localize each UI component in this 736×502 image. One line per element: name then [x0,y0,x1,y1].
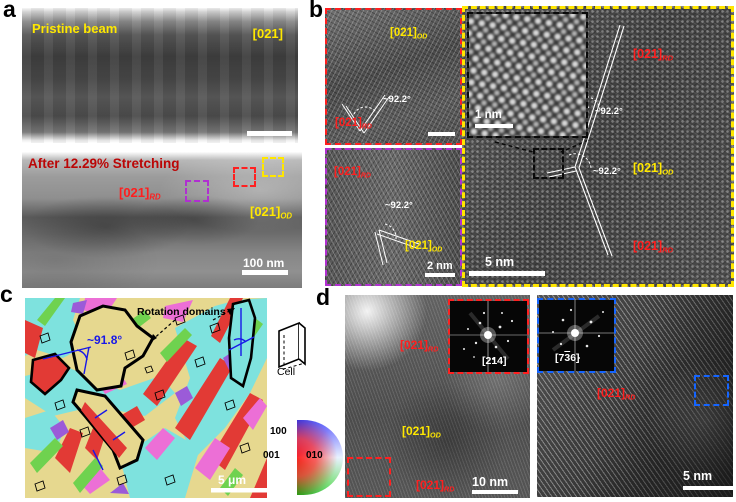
color-key-label-100: 100 [270,426,287,437]
purple-roi-box [185,180,209,202]
scale-bar [242,270,288,275]
fft-zone-axis-214: [214] [482,355,507,367]
scale-bar [247,131,292,136]
panel-b-large-hrtem-image: 1 nm [021]RD ~92.2° ~92.2° [021]OD [021]… [462,6,734,287]
stretching-title: After 12.29% Stretching [28,156,180,171]
scale-text-1nm: 1 nm [475,109,502,121]
outlined-domain-elongated [71,388,145,471]
panel-d-right-tem-image: [736] [021]RD 5 nm [537,295,733,497]
zone-axis-021-label: [021] [252,26,283,41]
fft-inset-red: [214] [448,299,529,374]
label-021-od: [021]OD [633,161,674,177]
label-021-od: [021]OD [402,424,441,440]
panel-b-purple-hrtem-image: [021]RD ~92.2° [021]OD 2 nm [325,148,462,286]
angle-91-8-label: ~91.8° [87,333,122,347]
label-021-od: [021]OD [405,240,443,254]
scale-bar [683,486,733,490]
scale-text-5nm: 5 nm [683,469,713,483]
blue-roi-box [694,375,729,406]
texture-marks [34,314,251,492]
label-021-rd-bottom: [021]RD [633,239,674,255]
angle-label-bottom: ~92.2° [593,166,621,177]
label-021-od: [021]OD [390,27,428,41]
angle-annotation-blue [42,308,255,471]
scale-bar [211,488,267,493]
scale-text-5nm: 5 nm [485,255,515,269]
annotation-arrows [149,308,235,343]
panel-b-red-hrtem-image: [021]OD ~92.2° [021]RD [325,8,462,145]
outlined-domain-large [69,304,155,392]
label-021-rd-top: [021]RD [400,338,439,354]
red-roi-box [233,167,256,187]
panel-a-stretched-tem-image: After 12.29% Stretching [021]RD [021]OD … [22,152,302,288]
label-021-rd-bottom: [021]RD [416,478,455,494]
pristine-beam-label: Pristine beam [32,21,118,36]
panel-letter-a: a [3,0,16,22]
label-021-rd: [021]RD [597,386,636,402]
label-021-rd: [021]RD [334,166,371,180]
panel-letter-d: d [316,284,331,310]
yellow-roi-box [262,157,284,177]
magnified-region-box [533,148,564,179]
label-021-od: [021]OD [250,204,293,221]
outlined-domain-red [29,352,71,396]
orientation-map: ~91.8° Rotation domains 5 μm [25,298,267,498]
fft-pattern [539,300,614,371]
fft-inset-blue: [736] [537,298,616,373]
scale-text-5um: 5 μm [218,473,246,487]
scale-text-10nm: 10 nm [472,475,509,489]
fft-pattern [450,301,527,372]
panel-a-pristine-tem-image: Pristine beam [021] [22,8,298,143]
angle-label: ~92.2° [383,94,411,105]
angle-label: ~92.2° [385,200,413,211]
magnified-lattice-inset: 1 nm [467,12,588,138]
scale-bar [475,124,513,128]
rotation-domains-label: Rotation domains [137,306,226,318]
label-021-rd: [021]RD [119,185,161,202]
scale-bar [472,490,518,494]
panel-letter-b: b [309,0,324,22]
color-key-label-010: 010 [306,450,323,461]
scale-bar [425,273,455,277]
label-021-rd: [021]RD [335,117,372,131]
color-key-label-001: 001 [263,450,280,461]
angle-label-top: ~92.2° [595,106,623,117]
scale-text-2nm: 2 nm [427,260,453,272]
fft-zone-axis-736: [736] [555,352,580,364]
panel-d-left-tem-image: [021]RD [214] [021]OD [021]RD 10 nm [345,295,530,498]
scale-bar [428,132,455,136]
cell-sketch [278,321,306,370]
red-roi-box [347,457,391,497]
scale-bar [469,271,545,276]
outlined-domain-cyan [227,298,257,389]
panel-letter-c: c [0,281,13,307]
label-021-rd-top: [021]RD [633,47,674,63]
cell-label: Cell [277,366,296,378]
scale-text-100nm: 100 nm [243,256,285,270]
